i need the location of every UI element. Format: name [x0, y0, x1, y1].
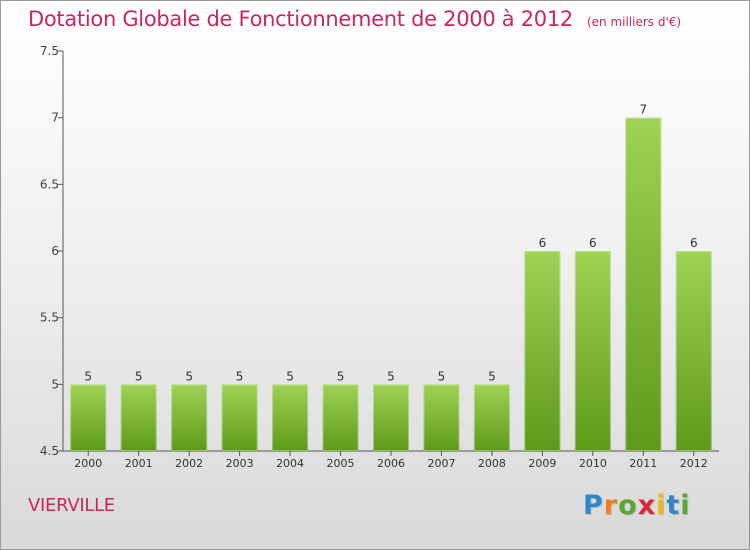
bar	[70, 384, 107, 451]
bar-data-label: 5	[185, 369, 193, 383]
x-tick-label: 2001	[125, 457, 153, 470]
logo-letter: P	[583, 490, 604, 521]
bar	[272, 384, 309, 451]
bar-data-label: 6	[690, 236, 698, 250]
x-tick-label: 2012	[680, 457, 708, 470]
x-tick-label: 2000	[74, 457, 102, 470]
bar-data-label: 5	[438, 369, 446, 383]
x-tick-label: 2004	[276, 457, 304, 470]
bar-highlight	[473, 384, 510, 452]
logo-letter: r	[603, 490, 619, 521]
y-tick-label: 5.5	[40, 311, 59, 325]
x-tick-label: 2011	[629, 457, 657, 470]
bar-data-label: 6	[589, 236, 597, 250]
bar	[574, 251, 611, 451]
bar-highlight	[120, 384, 157, 452]
x-tick-label: 2006	[377, 457, 405, 470]
logo-letter: o	[618, 490, 638, 521]
chart-labels: 5 2000 5 2001 5 2002 5 2003 5 2004 5 2005 5 2006 5 2007…	[74, 103, 708, 470]
y-tick-label: 7.5	[40, 44, 59, 58]
bar-data-label: 6	[539, 236, 547, 250]
x-tick-label: 2005	[327, 457, 355, 470]
bar-data-label: 5	[387, 369, 395, 383]
bar-data-label: 5	[236, 369, 244, 383]
proxiti-logo: Proxiti	[583, 490, 691, 521]
bar	[625, 117, 662, 452]
y-tick-label: 6	[51, 244, 59, 258]
x-tick-label: 2008	[478, 457, 506, 470]
bar	[120, 384, 157, 451]
chart-bars	[70, 117, 712, 452]
bar-data-label: 5	[337, 369, 345, 383]
chart-title-block: Dotation Globale de Fonctionnement de 20…	[28, 7, 681, 31]
bar-highlight	[675, 251, 712, 451]
bar	[171, 384, 208, 451]
bar	[322, 384, 359, 451]
x-tick-label: 2002	[175, 457, 203, 470]
bar	[524, 251, 561, 451]
y-tick-label: 5	[51, 377, 59, 391]
bar	[473, 384, 510, 451]
chart-title: Dotation Globale de Fonctionnement de 20…	[28, 7, 573, 31]
x-tick-label: 2003	[226, 457, 254, 470]
bar-highlight	[373, 384, 409, 452]
bar-highlight	[423, 384, 460, 452]
chart-subtitle: (en milliers d'€)	[586, 15, 682, 29]
bar-highlight	[524, 251, 561, 451]
logo-letter: i	[656, 490, 667, 521]
y-tick-label: 6.5	[40, 177, 59, 191]
bar-highlight	[574, 251, 611, 451]
bar-highlight	[221, 384, 258, 452]
bar-highlight	[70, 384, 107, 452]
bar-highlight	[171, 384, 208, 452]
commune-name: VIERVILLE	[28, 495, 115, 516]
logo-letter: t	[666, 490, 681, 521]
logo-letter: i	[680, 490, 691, 521]
y-tick-label: 7	[51, 111, 59, 125]
bar-highlight	[322, 384, 359, 452]
bar-data-label: 7	[639, 103, 647, 117]
bar	[373, 384, 409, 451]
bar	[423, 384, 460, 451]
bar-data-label: 5	[286, 369, 294, 383]
bar	[675, 251, 712, 451]
bar-data-label: 5	[488, 369, 496, 383]
y-tick-label: 4.5	[40, 444, 59, 458]
x-tick-label: 2010	[579, 457, 607, 470]
bar	[221, 384, 258, 451]
bar-highlight	[272, 384, 309, 452]
bar-data-label: 5	[135, 369, 143, 383]
logo-letter: x	[637, 490, 657, 521]
bar-data-label: 5	[84, 369, 92, 383]
x-tick-label: 2007	[427, 457, 455, 470]
x-tick-label: 2009	[528, 457, 556, 470]
bar-highlight	[625, 117, 662, 452]
